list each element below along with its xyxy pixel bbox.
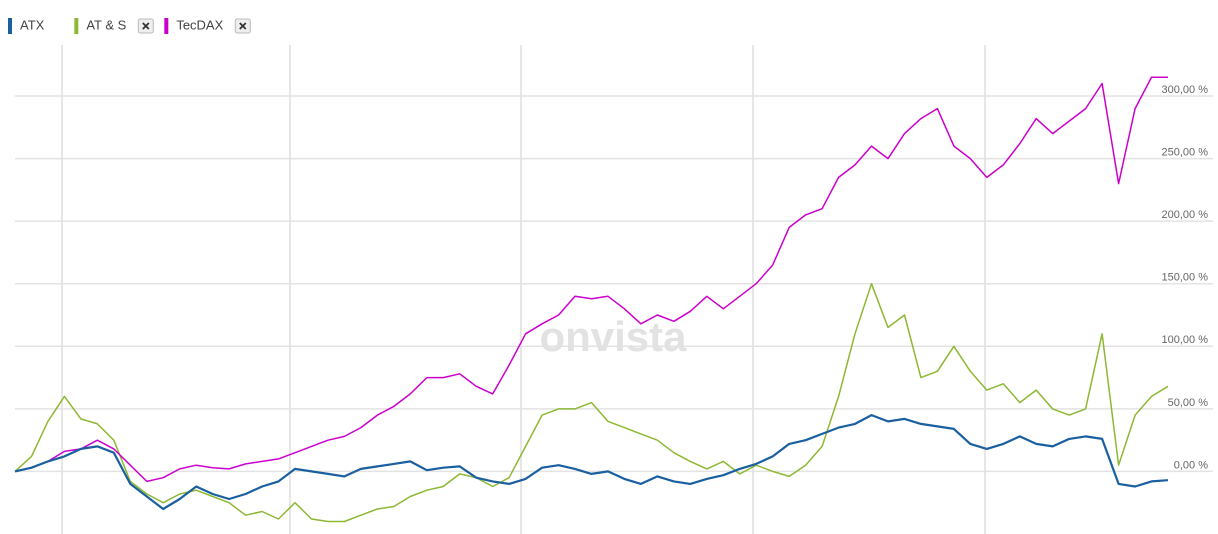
remove-icon [239,22,247,30]
legend-label[interactable]: TecDAX [176,17,223,32]
legend-swatch [8,18,12,34]
line-series [14,414,1169,511]
legend-swatch [164,18,169,34]
legend-swatch [74,18,79,34]
legend-label[interactable]: ATX [20,17,45,32]
legend-label[interactable]: AT & S [86,17,126,32]
remove-icon [142,22,150,30]
line-series [14,282,1169,523]
y-tick-label: 250,00 % [1162,147,1209,159]
y-tick-label: 0,00 % [1174,459,1208,471]
y-tick-label: 300,00 % [1162,84,1209,96]
line-series [14,76,1168,483]
watermark: onvista [539,313,687,360]
remove-button[interactable] [234,18,251,34]
y-tick-label: 150,00 % [1162,272,1209,284]
vertical-grid [61,45,986,534]
legend: ATX AT & S TecDAX [8,17,251,34]
y-tick-label: 50,00 % [1168,397,1209,409]
y-tick-label: 100,00 % [1162,334,1209,346]
y-tick-label: 200,00 % [1162,209,1209,221]
remove-button[interactable] [137,18,154,34]
